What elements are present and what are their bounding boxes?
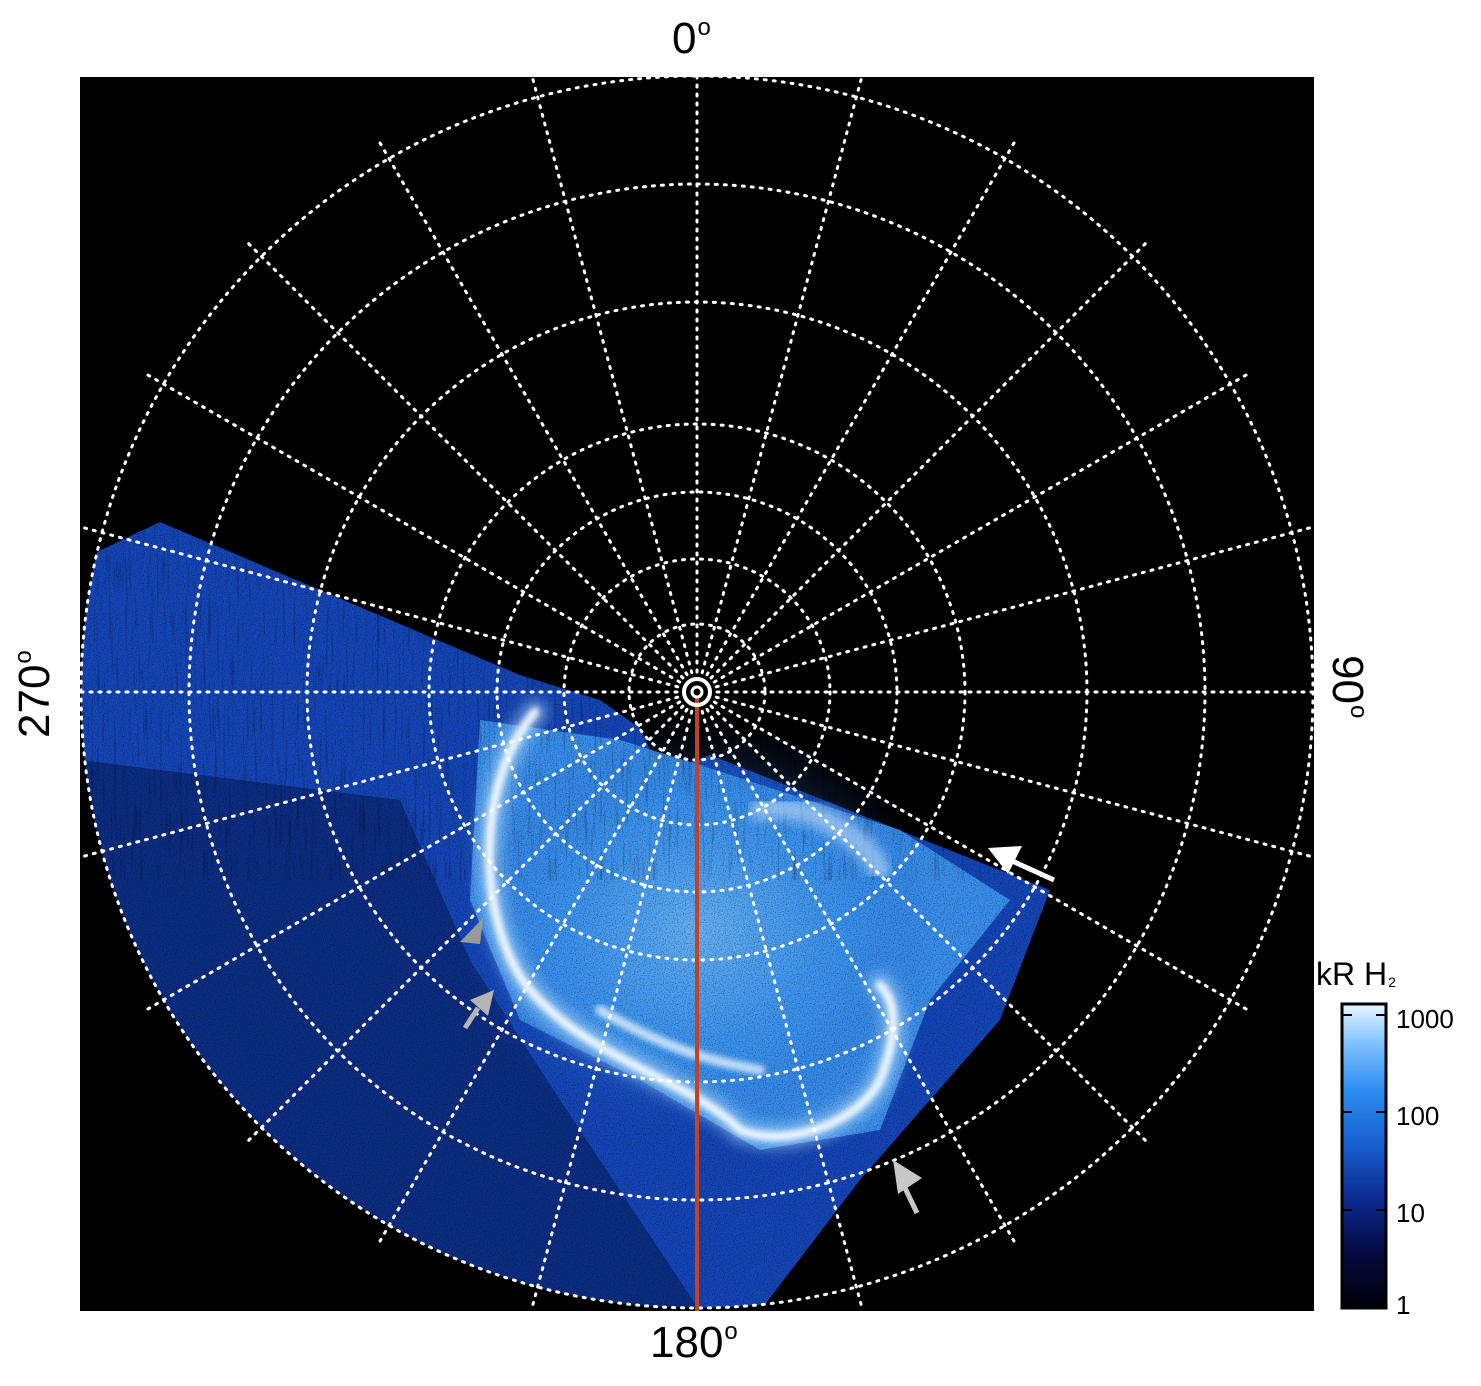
latitude-circle [427,422,967,962]
longitude-label-90: 90o [1323,655,1372,719]
colorbar-tick-label: 10 [1396,1198,1425,1228]
pole-marker-inner [690,685,704,699]
colorbar-tick-label: 1000 [1396,1004,1454,1034]
arrow-grey-lower-right [893,1160,922,1215]
colorbar-frame [1340,1002,1388,1310]
colorbar-tick-label: 1 [1396,1290,1411,1320]
inner-emission-arc [595,1005,765,1075]
arrow-grey-left-upper [460,918,483,944]
longitude-label-270: 270o [10,650,59,738]
longitude-label-0: 0o [672,14,711,63]
colorbar-ticks [1342,1014,1386,1307]
longitude-label-180: 180o [650,1318,738,1367]
colorbar-gradient [1342,1004,1386,1308]
arrow-grey-left-lower [462,990,494,1030]
streak-texture [81,520,1080,880]
colorbar-tick-label: 100 [1396,1101,1440,1131]
colorbar-title: kR H2 [1316,956,1396,992]
pole-marker-outer [682,677,712,707]
arrow-white-dawn [988,846,1056,883]
